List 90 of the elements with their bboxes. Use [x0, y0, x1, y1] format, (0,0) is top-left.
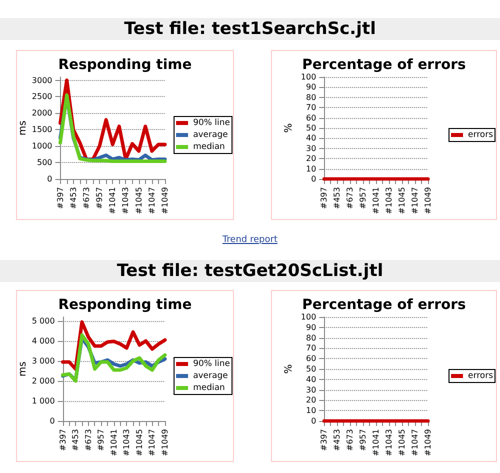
x-tick-label: #397	[320, 187, 329, 209]
x-tick-label: #1041	[108, 187, 118, 214]
x-tick-label: #1049	[160, 187, 170, 214]
y-tick-label: 10	[306, 164, 316, 174]
y-tick-label: 60	[306, 113, 316, 122]
y-tick-label: 3000	[32, 76, 52, 85]
x-tick-label: #1045	[134, 187, 144, 214]
y-tick-label: 100	[300, 312, 316, 322]
legend-label: 90% line	[193, 118, 230, 128]
x-tick-label: #957	[95, 187, 104, 209]
x-tick-label: #673	[346, 429, 355, 451]
chart-title: Percentage of errors	[302, 57, 466, 73]
legend-label: median	[193, 383, 225, 393]
legend-label: median	[193, 142, 225, 152]
x-tick-label: #1043	[384, 429, 394, 456]
y-tick-label: 0	[50, 416, 55, 426]
y-tick-label: 70	[306, 103, 316, 112]
x-tick-label: #1047	[147, 187, 156, 214]
y-tick-label: 2000	[32, 108, 52, 118]
y-tick-label: 60	[306, 354, 316, 364]
y-tick-label: 5 000	[32, 316, 55, 326]
text: Trend report	[222, 235, 278, 245]
y-tick-label: 0	[311, 174, 316, 184]
x-tick-label: #1043	[384, 187, 394, 214]
x-tick-label: #453	[68, 187, 78, 209]
chart-title: Responding time	[58, 57, 192, 73]
y-tick-label: 500	[36, 158, 52, 168]
y-tick-label: 1500	[32, 125, 52, 134]
y-tick-label: 2 000	[32, 376, 55, 386]
x-tick-label: #453	[71, 429, 80, 451]
text: Test file: test1SearchSc.jtl	[0, 18, 500, 40]
x-tick-label: #397	[58, 429, 68, 451]
y-axis-title: ms	[18, 362, 28, 376]
x-tick-label: #453	[332, 187, 342, 209]
y-tick-label: 30	[306, 385, 316, 394]
y-axis-title: %	[284, 364, 295, 374]
y-tick-label: 40	[306, 374, 316, 384]
y-tick-label: 50	[306, 364, 316, 374]
x-tick-label: #1041	[109, 429, 118, 456]
x-tick-label: #397	[320, 429, 329, 451]
x-tick-label: #1045	[398, 187, 407, 214]
y-tick-label: 2500	[32, 92, 52, 102]
x-tick-label: #1045	[398, 429, 407, 456]
x-tick-label: #1049	[160, 429, 170, 456]
x-tick-label: #957	[96, 429, 106, 451]
y-tick-label: 4 000	[32, 336, 55, 346]
y-tick-label: 100	[300, 72, 316, 82]
y-tick-label: 90	[306, 322, 316, 332]
x-tick-label: #1047	[410, 187, 420, 214]
y-tick-label: 0	[311, 416, 316, 426]
legend-label: average	[193, 130, 228, 140]
x-tick-label: #1041	[372, 429, 381, 456]
x-tick-label: #957	[358, 187, 368, 209]
chart-title: Percentage of errors	[302, 297, 466, 313]
x-tick-label: #1043	[122, 429, 132, 456]
y-tick-label: 1000	[32, 142, 52, 151]
y-tick-label: 50	[306, 124, 316, 132]
y-axis-title: %	[284, 123, 295, 133]
y-tick-label: 30	[306, 144, 316, 153]
y-tick-label: 80	[306, 92, 316, 102]
legend-label: average	[193, 371, 228, 381]
x-tick-label: #673	[82, 187, 91, 209]
y-tick-label: 70	[306, 344, 316, 353]
y-tick-label: 40	[306, 134, 316, 143]
y-tick-label: 1 000	[32, 396, 55, 406]
legend-label: errors	[468, 130, 494, 140]
y-tick-label: 3 000	[32, 356, 55, 366]
x-tick-label: #1041	[372, 187, 381, 214]
x-tick-label: #957	[358, 429, 368, 451]
x-tick-label: #397	[56, 187, 65, 209]
x-tick-label: #1047	[148, 429, 157, 456]
y-tick-label: 20	[306, 154, 316, 164]
x-tick-label: #1043	[121, 187, 130, 214]
x-tick-label: #1049	[424, 429, 432, 456]
y-tick-label: 10	[306, 406, 316, 416]
x-tick-label: #1045	[134, 429, 144, 456]
y-tick-label: 80	[306, 333, 316, 342]
chart-title: Responding time	[58, 297, 192, 313]
x-tick-label: #1049	[424, 187, 432, 214]
x-tick-label: #1047	[410, 429, 420, 456]
y-tick-label: 90	[306, 82, 316, 92]
y-axis-title: ms	[18, 120, 28, 136]
text: Test file: testGet20ScList.jtl	[0, 260, 500, 282]
y-tick-label: 0	[47, 174, 52, 184]
x-tick-label: #673	[84, 429, 93, 451]
y-tick-label: 20	[306, 396, 316, 405]
x-tick-label: #453	[332, 429, 342, 451]
x-tick-label: #673	[346, 187, 355, 209]
legend-label: 90% line	[193, 359, 230, 369]
legend-label: errors	[468, 371, 494, 381]
